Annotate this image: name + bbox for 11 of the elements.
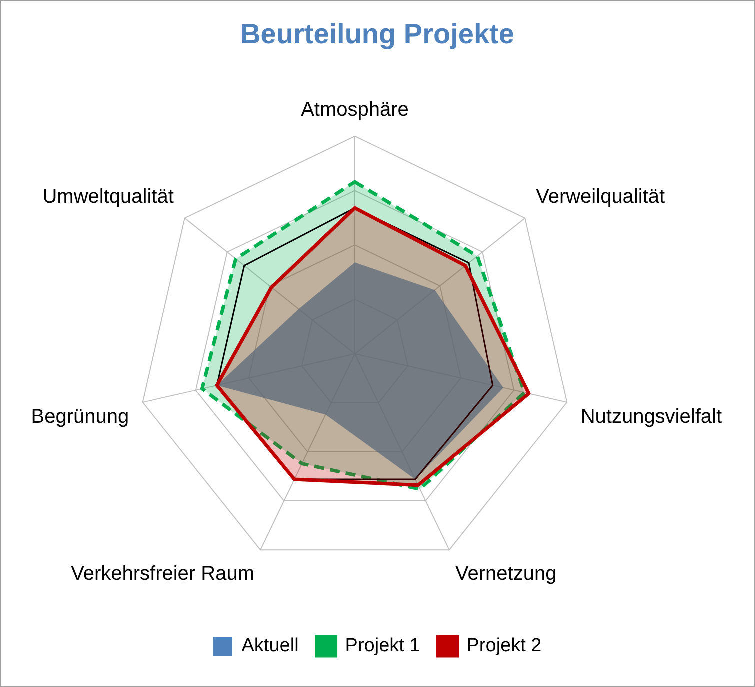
legend-label: Projekt 2 [466, 636, 542, 657]
spoke-label: Umweltqualität [42, 186, 174, 208]
spoke-label: Verkehrsfreier Raum [71, 563, 254, 586]
legend-label: Aktuell [242, 636, 299, 657]
spoke-label: Verweilqualität [536, 186, 666, 208]
spoke-label: Begrünung [31, 406, 130, 428]
spoke-label: Nutzungsvielfalt [580, 406, 722, 428]
legend-label: Projekt 1 [345, 636, 420, 657]
spoke-label: Atmosphäre [301, 98, 409, 121]
spoke-label: Vernetzung [456, 563, 557, 586]
chart-title: Beurteilung Projekte [240, 18, 514, 50]
